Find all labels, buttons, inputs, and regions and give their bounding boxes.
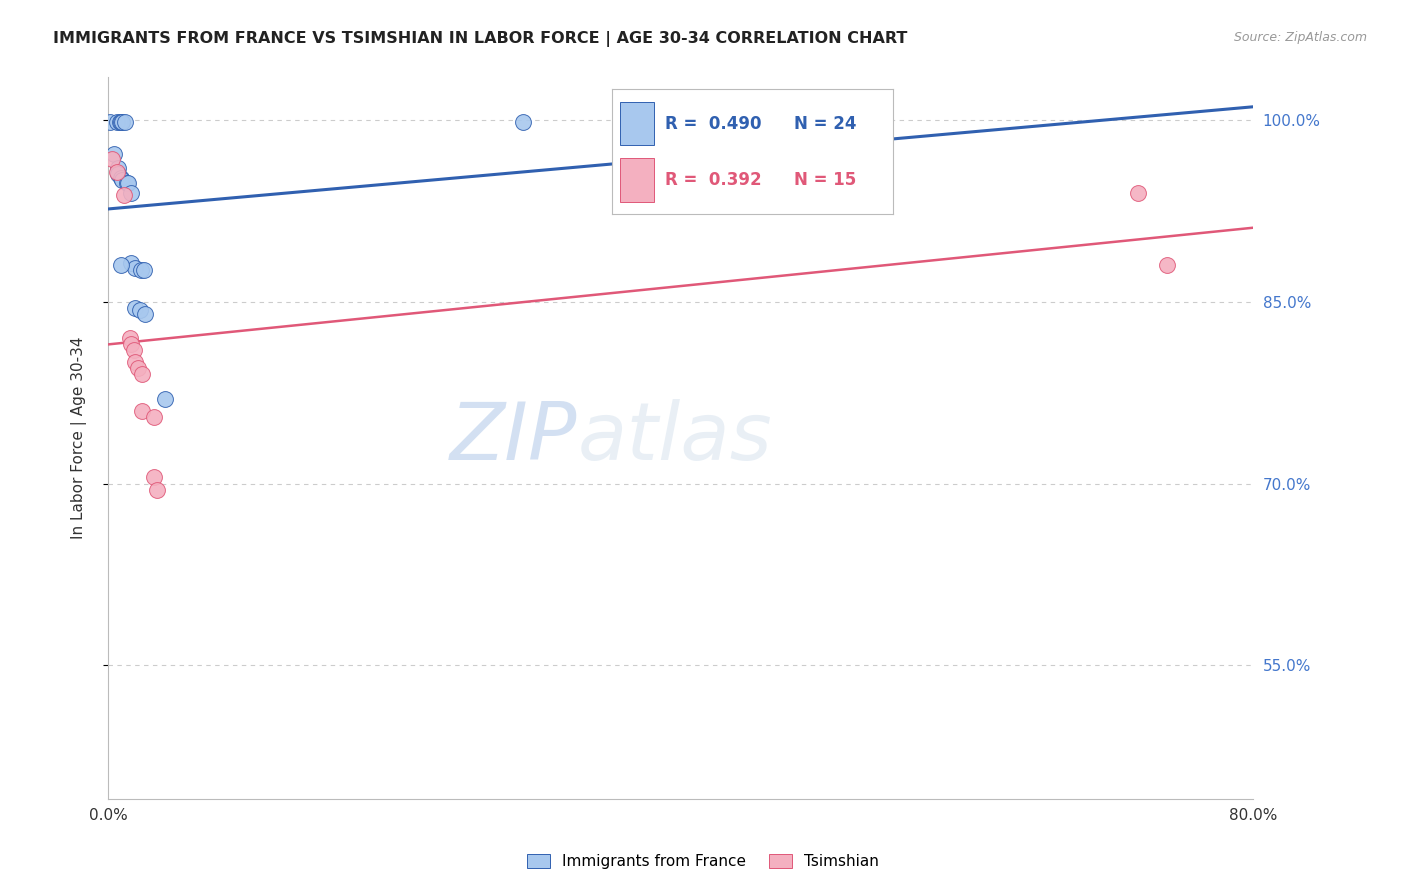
Point: [101, 152, 124, 166]
Point: [124, 355, 146, 369]
Point: [111, 173, 134, 187]
Text: N = 15: N = 15: [794, 170, 856, 189]
Point: [142, 409, 165, 424]
Y-axis label: In Labor Force | Age 30-34: In Labor Force | Age 30-34: [72, 337, 87, 540]
Point: [124, 301, 146, 315]
Text: atlas: atlas: [578, 399, 772, 477]
Point: [108, 115, 131, 129]
Point: [115, 176, 138, 190]
Point: [124, 260, 146, 275]
Text: R =  0.392: R = 0.392: [665, 170, 762, 189]
Point: [131, 404, 153, 418]
Point: [105, 165, 128, 179]
Point: [512, 115, 534, 129]
Point: [155, 392, 177, 406]
Text: IMMIGRANTS FROM FRANCE VS TSIMSHIAN IN LABOR FORCE | AGE 30-34 CORRELATION CHART: IMMIGRANTS FROM FRANCE VS TSIMSHIAN IN L…: [53, 31, 908, 47]
Point: [107, 161, 129, 176]
Point: [132, 263, 155, 277]
Text: ZIP: ZIP: [450, 399, 578, 477]
Point: [129, 263, 152, 277]
Point: [118, 331, 141, 345]
Point: [110, 115, 132, 129]
Point: [122, 343, 145, 358]
Point: [131, 368, 153, 382]
Point: [117, 176, 139, 190]
Text: N = 24: N = 24: [794, 114, 856, 133]
Point: [107, 168, 129, 182]
Point: [134, 307, 156, 321]
Text: Source: ZipAtlas.com: Source: ZipAtlas.com: [1233, 31, 1367, 45]
Point: [112, 188, 135, 202]
Text: R =  0.490: R = 0.490: [665, 114, 762, 133]
Bar: [620, 158, 654, 202]
Point: [142, 470, 165, 484]
Point: [111, 115, 134, 129]
Point: [103, 146, 125, 161]
Point: [120, 186, 142, 200]
Point: [145, 483, 167, 497]
Point: [110, 171, 132, 186]
Point: [105, 115, 128, 129]
Point: [120, 337, 142, 351]
Point: [1156, 258, 1178, 272]
Point: [1128, 186, 1150, 200]
Bar: [620, 102, 654, 145]
Point: [110, 258, 132, 272]
Point: [114, 115, 136, 129]
Point: [98, 115, 121, 129]
Point: [120, 256, 142, 270]
Legend: Immigrants from France, Tsimshian: Immigrants from France, Tsimshian: [520, 848, 886, 875]
Point: [128, 303, 150, 318]
Point: [127, 361, 149, 376]
